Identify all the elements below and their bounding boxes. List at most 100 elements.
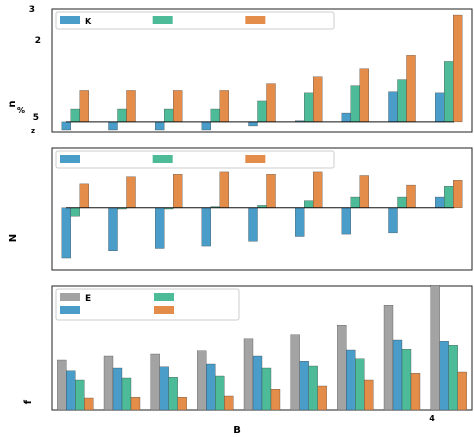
bar	[388, 91, 398, 123]
bar	[341, 112, 351, 123]
legend-swatch	[60, 306, 80, 314]
bar	[215, 375, 225, 411]
bar	[61, 121, 71, 131]
bar	[453, 14, 463, 123]
bar	[66, 370, 76, 411]
x-axis-label: B	[233, 425, 241, 436]
bar	[121, 377, 132, 411]
bar	[355, 358, 365, 411]
bar	[108, 207, 118, 252]
bar	[448, 345, 458, 411]
legend-box	[55, 288, 240, 321]
bar	[430, 285, 440, 411]
bar	[406, 55, 416, 123]
y-axis-label-extra: %	[17, 106, 25, 115]
bar	[75, 379, 85, 411]
bar	[439, 341, 449, 411]
bar	[168, 377, 178, 411]
plot-frame	[51, 147, 473, 271]
bar	[155, 207, 165, 249]
bar	[313, 76, 323, 123]
panel-bottom	[51, 285, 473, 411]
bar	[261, 367, 272, 411]
panel-middle	[51, 147, 473, 271]
bar	[388, 207, 398, 234]
bar	[317, 385, 327, 411]
bar	[201, 121, 211, 131]
y-axis-label: n	[7, 100, 18, 107]
bar	[444, 186, 454, 208]
y-tick-label: 3	[29, 5, 35, 15]
bar	[341, 207, 351, 235]
legend-swatch	[60, 293, 80, 301]
legend-label: E	[85, 294, 91, 304]
bar	[84, 397, 94, 411]
bar	[308, 365, 318, 411]
bar	[257, 100, 267, 123]
bar	[359, 175, 369, 208]
legend-box	[55, 11, 335, 30]
bar	[57, 359, 67, 411]
bar	[337, 325, 347, 411]
y-axis-label: N	[8, 234, 19, 242]
legend-label: K	[85, 17, 92, 26]
bar	[219, 90, 229, 123]
bar	[173, 90, 183, 123]
bar	[295, 207, 305, 237]
bar	[364, 379, 374, 411]
bar	[248, 207, 258, 242]
bar	[453, 180, 463, 208]
bar	[70, 207, 80, 217]
legend-swatch	[245, 155, 266, 163]
bar	[359, 68, 369, 123]
plot-frame	[51, 8, 473, 133]
bar	[112, 367, 123, 411]
bar	[219, 171, 229, 208]
bar	[252, 355, 263, 411]
legend-swatch	[60, 16, 80, 24]
bar	[210, 108, 220, 123]
bar	[206, 363, 216, 411]
bar	[61, 207, 71, 259]
bar	[346, 349, 356, 411]
bar	[164, 108, 174, 123]
bar	[243, 338, 254, 411]
legend-box	[55, 150, 335, 169]
bar	[117, 108, 127, 123]
y-axis-label-extra: z	[31, 127, 35, 135]
bar	[444, 61, 454, 123]
bar	[150, 353, 160, 411]
bar	[130, 397, 141, 411]
bar	[350, 196, 360, 208]
bar	[126, 90, 136, 123]
bar	[397, 79, 407, 123]
legend-swatch	[154, 306, 174, 314]
bar	[401, 349, 412, 411]
legend-swatch	[152, 155, 173, 163]
bar	[266, 83, 276, 123]
bar	[173, 174, 183, 208]
x-tick-label: 4	[429, 414, 435, 423]
bar	[457, 371, 467, 411]
panel-top	[51, 8, 473, 133]
legend-swatch	[154, 293, 174, 301]
bar	[392, 339, 403, 411]
bar	[108, 121, 118, 131]
y-axis-label: f	[23, 399, 34, 404]
bar	[397, 196, 407, 208]
bar	[410, 373, 421, 411]
bar	[383, 305, 394, 411]
bar	[177, 397, 187, 411]
y-tick-label: 5	[33, 113, 39, 123]
legend-swatch	[60, 155, 80, 163]
bar	[197, 350, 207, 411]
bar	[103, 355, 114, 411]
bar	[266, 174, 276, 208]
bar	[313, 171, 323, 208]
bar	[435, 196, 445, 208]
bar	[155, 121, 165, 131]
bar	[290, 334, 300, 411]
bar	[435, 92, 445, 123]
bar	[350, 85, 360, 123]
